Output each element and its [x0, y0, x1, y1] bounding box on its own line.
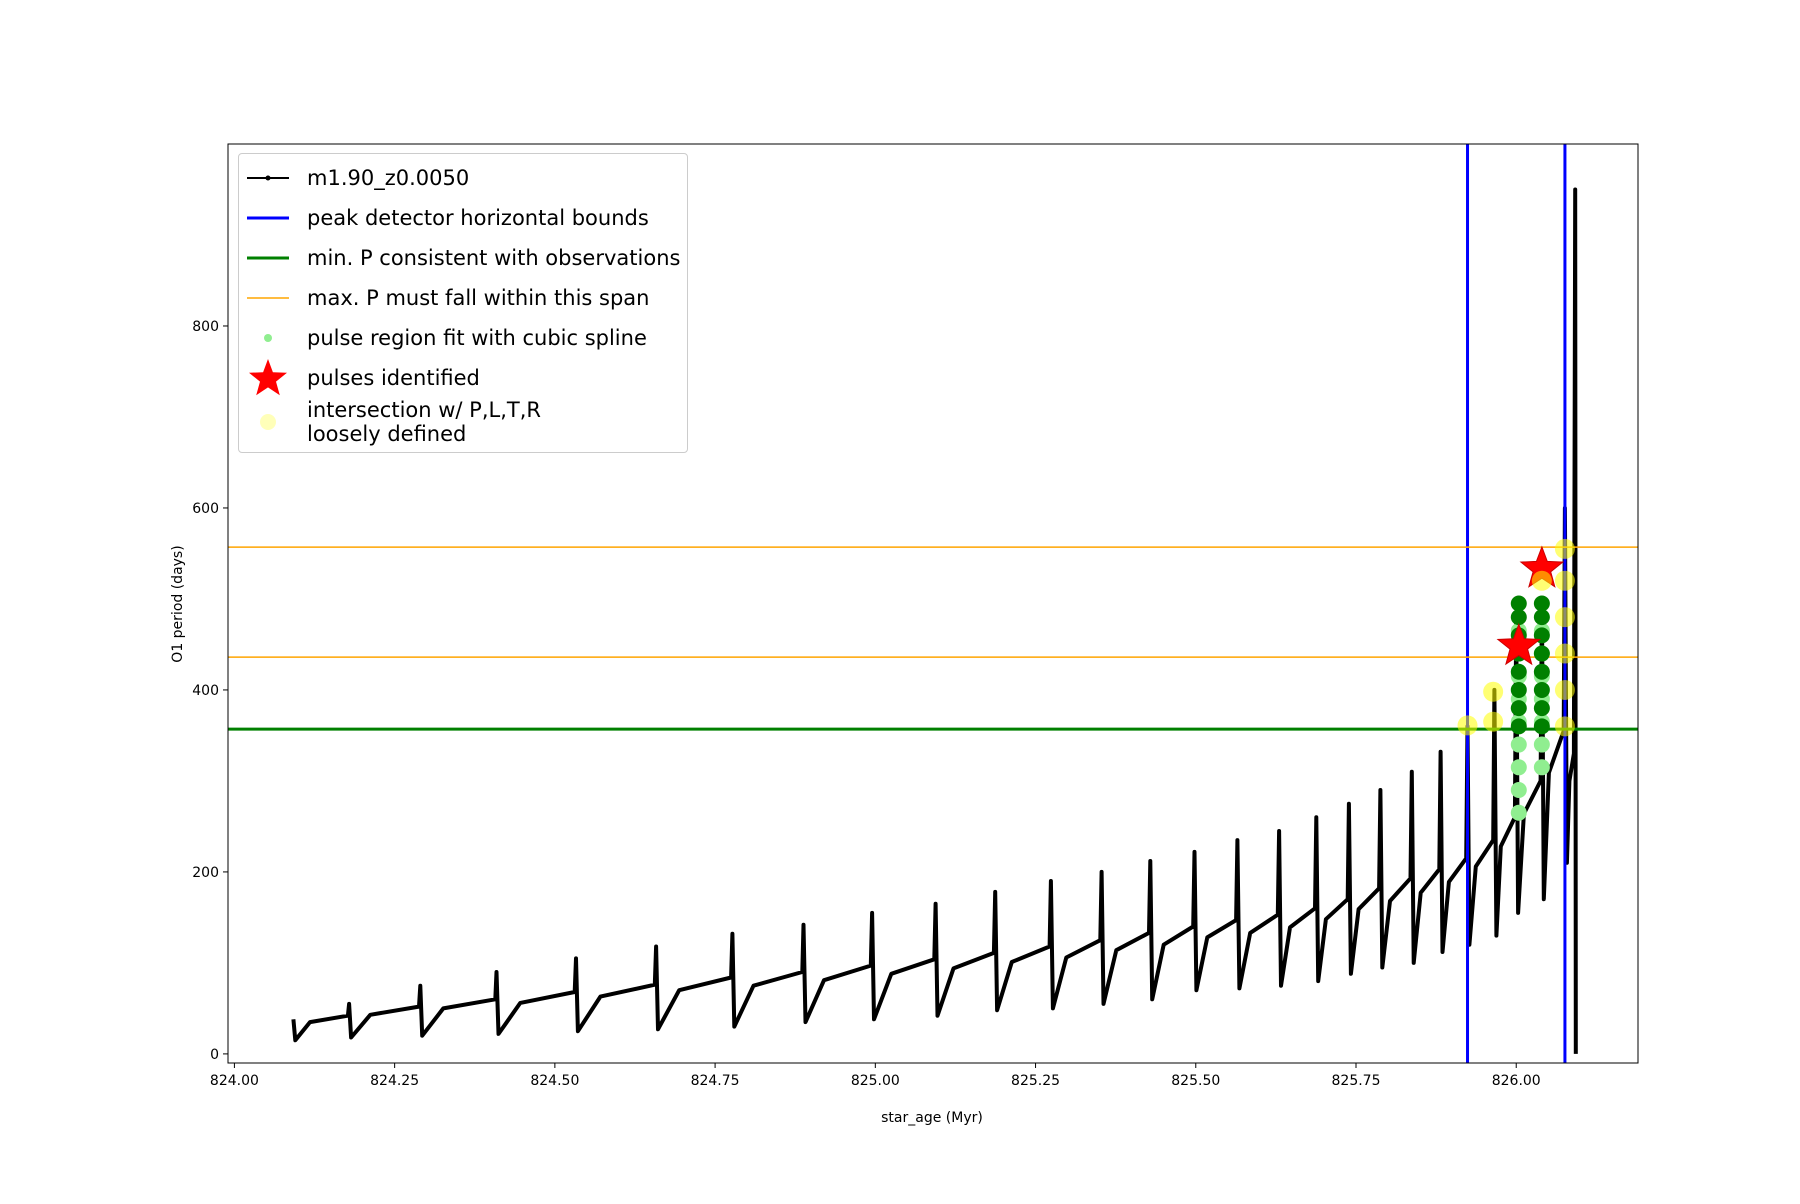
legend-entry: m1.90_z0.0050	[239, 158, 687, 198]
legend-symbol	[264, 334, 272, 342]
legend-label: pulses identified	[307, 366, 480, 390]
dot-marker	[1510, 718, 1527, 735]
dot-marker	[1510, 804, 1527, 821]
circle-marker	[1457, 715, 1478, 736]
circle-marker	[1483, 681, 1504, 702]
star-marker	[1496, 622, 1542, 666]
legend-label: pulse region fit with cubic spline	[307, 326, 647, 350]
legend-entry: peak detector horizontal bounds	[239, 198, 687, 238]
y-tick-label: 0	[210, 1047, 219, 1063]
legend-symbol	[247, 175, 289, 181]
legend-symbol	[247, 297, 289, 299]
circle-marker	[1554, 679, 1575, 700]
y-tick-label: 400	[192, 683, 219, 699]
x-tick-label: 824.25	[370, 1073, 419, 1089]
legend-entry: pulses identified	[239, 358, 687, 398]
legend-label: m1.90_z0.0050	[307, 166, 470, 190]
x-tick-label: 825.00	[851, 1073, 900, 1089]
dot-marker	[1510, 609, 1527, 626]
dot-marker	[1510, 782, 1527, 799]
legend-label: min. P consistent with observations	[307, 246, 681, 270]
dot-marker	[1510, 663, 1527, 680]
y-tick-label: 200	[192, 865, 219, 881]
circle-marker	[1554, 607, 1575, 628]
circle-marker	[1483, 711, 1504, 732]
y-axis-label: O1 period (days)	[170, 545, 186, 662]
legend-label: peak detector horizontal bounds	[307, 206, 649, 230]
dot-marker	[1510, 736, 1527, 753]
legend-entry: min. P consistent with observations	[239, 238, 687, 278]
legend-entry: max. P must fall within this span	[239, 278, 687, 318]
x-tick-label: 825.50	[1171, 1073, 1220, 1089]
circle-marker	[1554, 538, 1575, 559]
dot-marker	[1533, 663, 1550, 680]
dot-marker	[1533, 759, 1550, 776]
x-axis-label: star_age (Myr)	[881, 1110, 983, 1126]
circle-marker	[1554, 643, 1575, 664]
x-tick-label: 824.75	[691, 1073, 740, 1089]
legend-symbol	[260, 414, 276, 430]
dot-marker	[1510, 700, 1527, 717]
dot-marker	[1533, 595, 1550, 612]
circle-marker	[1531, 570, 1552, 591]
legend-label: intersection w/ P,L,T,R loosely defined	[307, 398, 541, 446]
legend-label: max. P must fall within this span	[307, 286, 650, 310]
x-tick-label: 824.50	[530, 1073, 579, 1089]
x-tick-label: 825.25	[1011, 1073, 1060, 1089]
x-tick-label: 825.75	[1332, 1073, 1381, 1089]
circle-marker	[1554, 570, 1575, 591]
dot-marker	[1533, 645, 1550, 662]
dot-marker	[1510, 681, 1527, 698]
dot-marker	[1533, 718, 1550, 735]
y-tick-label: 600	[192, 501, 219, 517]
x-tick-label: 826.00	[1492, 1073, 1541, 1089]
dot-marker	[1533, 700, 1550, 717]
data-line	[291, 187, 1578, 1054]
dot-marker	[1510, 759, 1527, 776]
legend-circle	[260, 414, 276, 430]
dot-marker	[1533, 736, 1550, 753]
legend-star	[249, 359, 287, 396]
dot-marker	[1533, 681, 1550, 698]
legend-symbol	[247, 256, 289, 260]
y-tick-label: 800	[192, 319, 219, 335]
legend-entry: pulse region fit with cubic spline	[239, 318, 687, 358]
x-tick-label: 824.00	[210, 1073, 259, 1089]
legend-dot	[264, 334, 272, 342]
legend-symbol	[247, 216, 289, 220]
circle-marker	[1554, 716, 1575, 737]
legend-entry: intersection w/ P,L,T,R loosely defined	[239, 398, 687, 446]
legend-dot	[265, 175, 271, 181]
dot-marker	[1510, 595, 1527, 612]
legend-symbol	[249, 359, 287, 396]
plot-area	[228, 144, 1638, 1063]
plot-frame	[227, 143, 1639, 1064]
dot-marker	[1533, 609, 1550, 626]
